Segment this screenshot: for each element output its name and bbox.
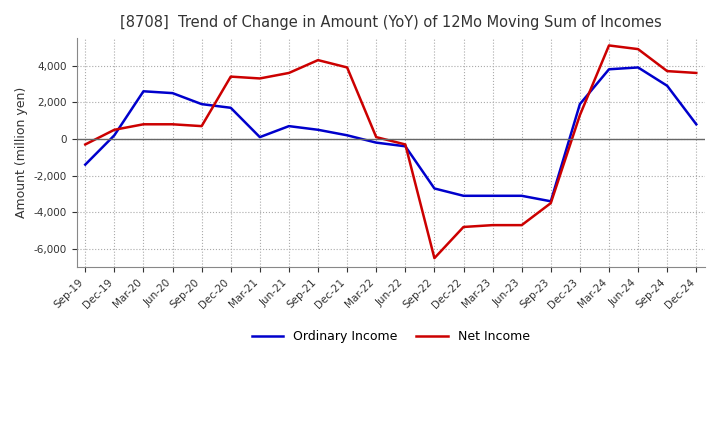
Ordinary Income bbox=[430, 186, 438, 191]
Net Income bbox=[401, 142, 410, 147]
Legend: Ordinary Income, Net Income: Ordinary Income, Net Income bbox=[247, 325, 534, 348]
Ordinary Income bbox=[81, 162, 89, 167]
Ordinary Income bbox=[546, 198, 555, 204]
Net Income bbox=[226, 74, 235, 79]
Net Income bbox=[430, 256, 438, 261]
Ordinary Income bbox=[488, 193, 497, 198]
Net Income bbox=[110, 127, 119, 132]
Ordinary Income bbox=[575, 102, 584, 107]
Ordinary Income bbox=[314, 127, 323, 132]
Net Income bbox=[343, 65, 351, 70]
Ordinary Income bbox=[343, 132, 351, 138]
Net Income bbox=[314, 58, 323, 63]
Title: [8708]  Trend of Change in Amount (YoY) of 12Mo Moving Sum of Incomes: [8708] Trend of Change in Amount (YoY) o… bbox=[120, 15, 662, 30]
Ordinary Income bbox=[139, 88, 148, 94]
Net Income bbox=[372, 135, 381, 140]
Net Income bbox=[139, 121, 148, 127]
Net Income bbox=[256, 76, 264, 81]
Net Income bbox=[663, 69, 672, 74]
Ordinary Income bbox=[634, 65, 642, 70]
Ordinary Income bbox=[226, 105, 235, 110]
Ordinary Income bbox=[110, 132, 119, 138]
Net Income bbox=[81, 142, 89, 147]
Line: Net Income: Net Income bbox=[85, 45, 696, 258]
Net Income bbox=[605, 43, 613, 48]
Net Income bbox=[459, 224, 468, 230]
Net Income bbox=[284, 70, 293, 76]
Line: Ordinary Income: Ordinary Income bbox=[85, 67, 696, 201]
Ordinary Income bbox=[168, 91, 177, 96]
Ordinary Income bbox=[197, 102, 206, 107]
Net Income bbox=[634, 47, 642, 52]
Net Income bbox=[575, 113, 584, 118]
Net Income bbox=[168, 121, 177, 127]
Ordinary Income bbox=[256, 135, 264, 140]
Net Income bbox=[488, 223, 497, 228]
Ordinary Income bbox=[663, 83, 672, 88]
Ordinary Income bbox=[605, 66, 613, 72]
Net Income bbox=[197, 124, 206, 129]
Ordinary Income bbox=[372, 140, 381, 145]
Ordinary Income bbox=[692, 121, 701, 127]
Ordinary Income bbox=[518, 193, 526, 198]
Net Income bbox=[518, 223, 526, 228]
Ordinary Income bbox=[459, 193, 468, 198]
Net Income bbox=[692, 70, 701, 76]
Ordinary Income bbox=[401, 143, 410, 149]
Y-axis label: Amount (million yen): Amount (million yen) bbox=[15, 87, 28, 218]
Net Income bbox=[546, 201, 555, 206]
Ordinary Income bbox=[284, 124, 293, 129]
